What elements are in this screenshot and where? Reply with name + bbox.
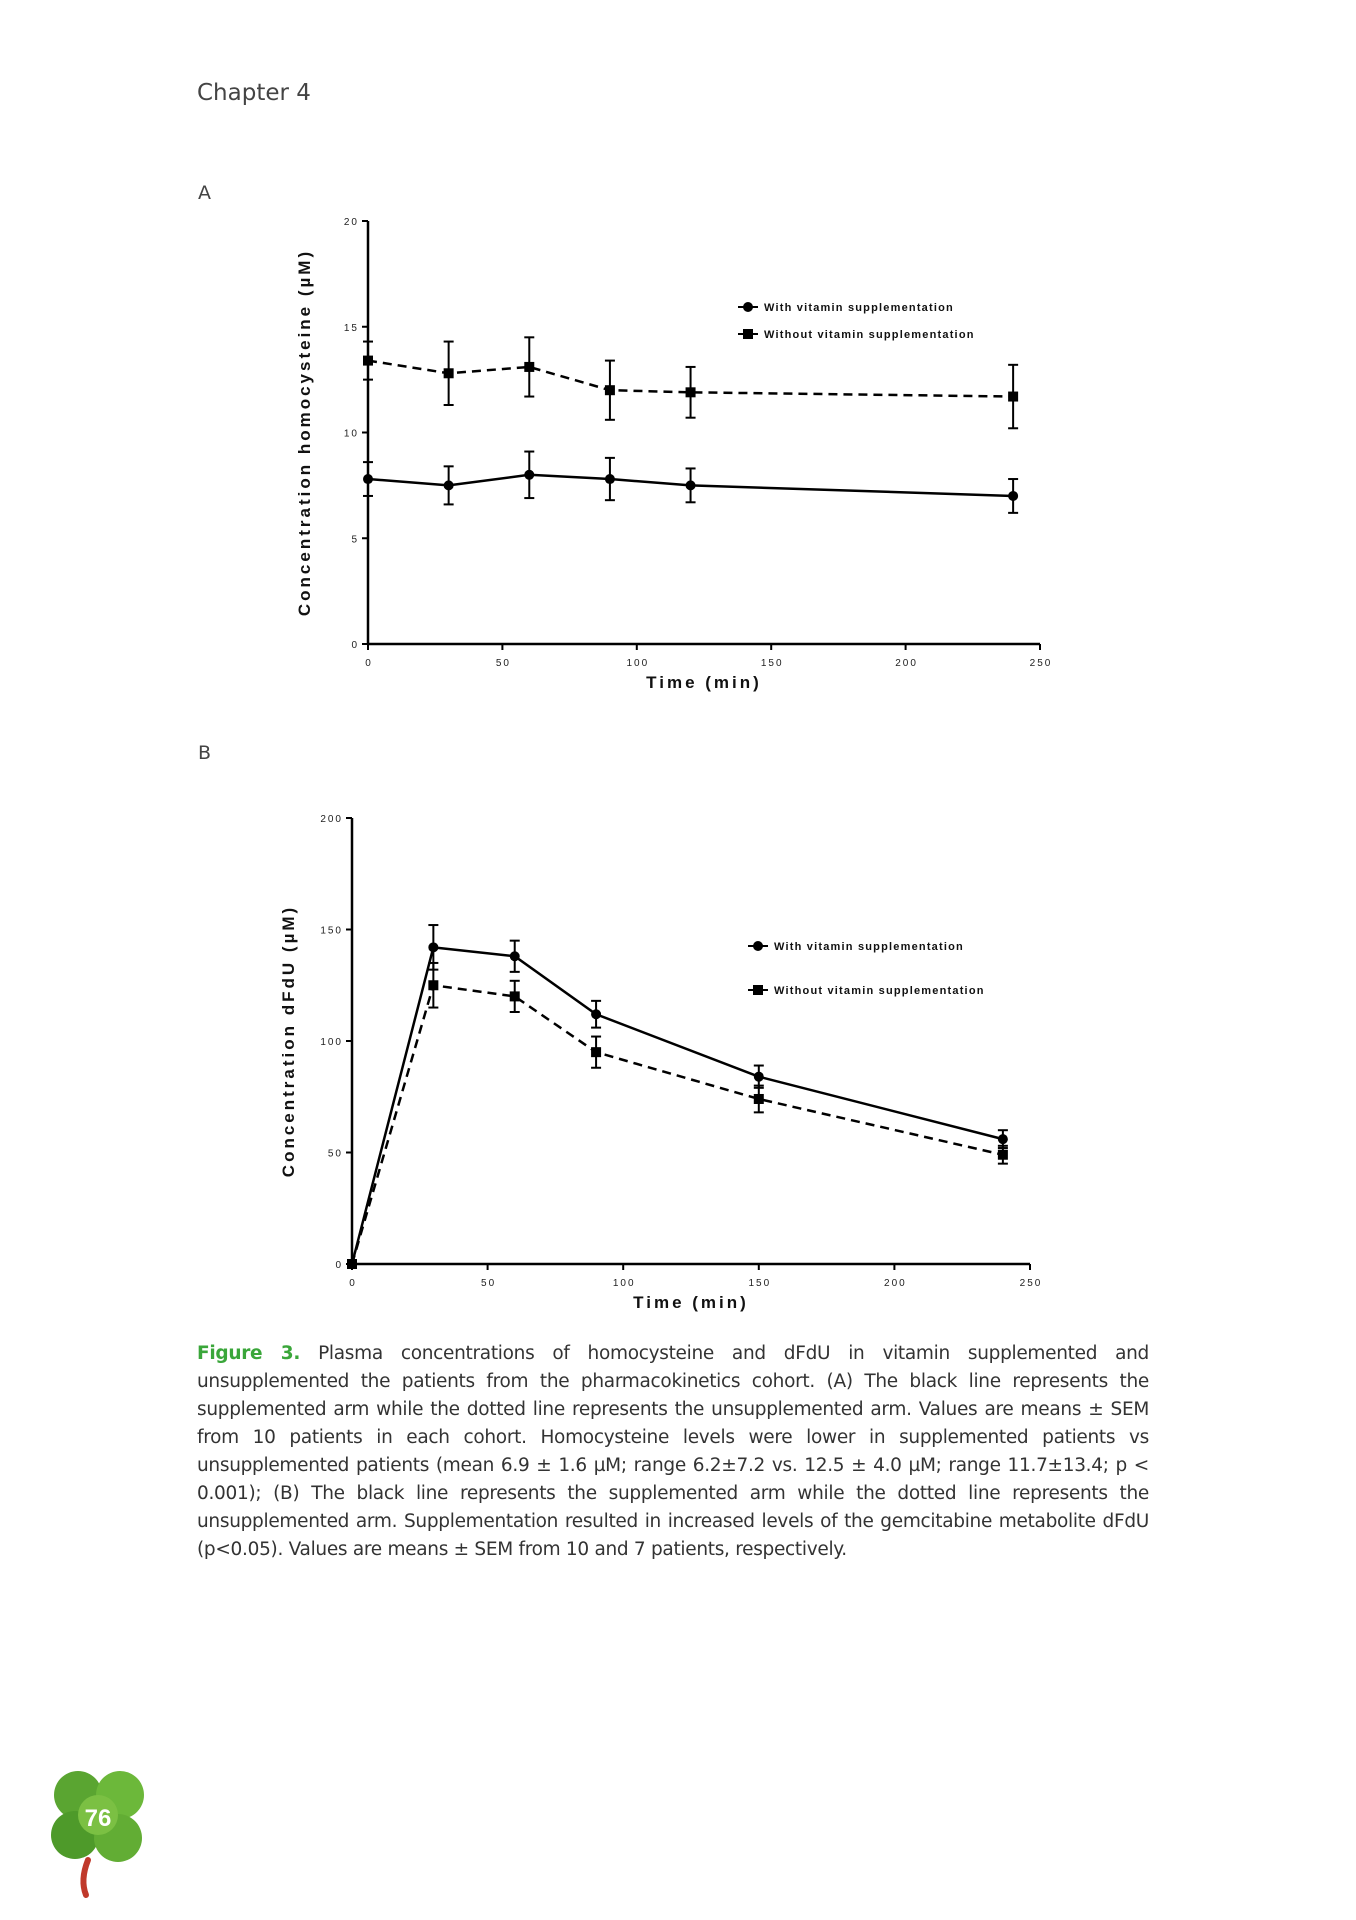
panel-label: B xyxy=(198,742,212,764)
y-tick-label: 0 xyxy=(335,1260,343,1271)
marker xyxy=(443,368,454,379)
x-tick-label: 200 xyxy=(884,1278,907,1289)
marker xyxy=(347,1259,357,1269)
marker xyxy=(428,942,439,953)
x-tick-label: 150 xyxy=(761,658,784,669)
legend-label: With vitamin supplementation xyxy=(764,302,954,314)
marker xyxy=(443,480,454,491)
marker xyxy=(753,1071,764,1082)
marker xyxy=(685,480,696,491)
marker xyxy=(604,385,615,396)
series-line xyxy=(367,359,1014,398)
figure-caption: Figure 3. Plasma concentrations of homoc… xyxy=(197,1340,1149,1564)
y-axis-label: Concentration dFdU (µM) xyxy=(279,905,298,1177)
marker xyxy=(997,1149,1008,1160)
x-tick-label: 250 xyxy=(1030,658,1053,669)
y-tick-label: 15 xyxy=(344,323,359,334)
x-tick-label: 150 xyxy=(748,1278,771,1289)
x-tick-label: 100 xyxy=(626,658,649,669)
marker xyxy=(509,951,520,962)
y-tick-label: 200 xyxy=(320,814,343,825)
x-axis-label: Time (min) xyxy=(646,673,762,692)
x-tick-label: 0 xyxy=(365,658,373,669)
marker xyxy=(743,302,753,312)
series-line xyxy=(367,473,1014,498)
marker xyxy=(753,941,763,951)
marker xyxy=(997,1134,1008,1145)
marker xyxy=(753,985,763,995)
x-axis-label: Time (min) xyxy=(633,1293,749,1312)
x-tick-label: 250 xyxy=(1020,1278,1043,1289)
x-tick-label: 100 xyxy=(613,1278,636,1289)
marker xyxy=(591,1009,602,1020)
y-tick-label: 0 xyxy=(351,640,359,651)
page-number: 76 xyxy=(85,1805,112,1832)
marker xyxy=(363,474,373,485)
y-tick-label: 20 xyxy=(344,217,359,228)
series-line xyxy=(350,983,1004,1265)
x-tick-label: 0 xyxy=(349,1278,357,1289)
clover xyxy=(51,1771,144,1898)
marker xyxy=(524,361,535,372)
legend-label: With vitamin supplementation xyxy=(774,941,964,953)
marker xyxy=(591,1047,602,1058)
caption-label: Figure 3. xyxy=(197,1343,301,1364)
marker xyxy=(428,980,439,991)
y-tick-label: 10 xyxy=(344,429,359,440)
y-tick-label: 5 xyxy=(351,534,359,545)
caption-text: Plasma concentrations of homocysteine an… xyxy=(197,1343,1149,1560)
marker xyxy=(1008,490,1019,501)
series-line xyxy=(350,945,1004,1265)
x-tick-label: 50 xyxy=(481,1278,496,1289)
marker xyxy=(604,474,615,485)
x-tick-label: 200 xyxy=(895,658,918,669)
chapter-header: Chapter 4 xyxy=(197,80,311,106)
y-tick-label: 100 xyxy=(320,1037,343,1048)
x-tick-label: 50 xyxy=(496,658,511,669)
y-axis-label: Concentration homocysteine (µM) xyxy=(295,249,314,616)
marker xyxy=(509,991,520,1002)
legend-label: Without vitamin supplementation xyxy=(764,329,975,341)
y-tick-label: 50 xyxy=(328,1149,343,1160)
marker xyxy=(1008,391,1019,402)
marker xyxy=(363,355,373,366)
panel-label: A xyxy=(198,182,211,204)
marker xyxy=(743,329,753,339)
legend-label: Without vitamin supplementation xyxy=(774,985,985,997)
marker xyxy=(753,1093,764,1104)
y-tick-label: 150 xyxy=(320,926,343,937)
marker xyxy=(524,469,535,480)
marker xyxy=(685,387,696,398)
